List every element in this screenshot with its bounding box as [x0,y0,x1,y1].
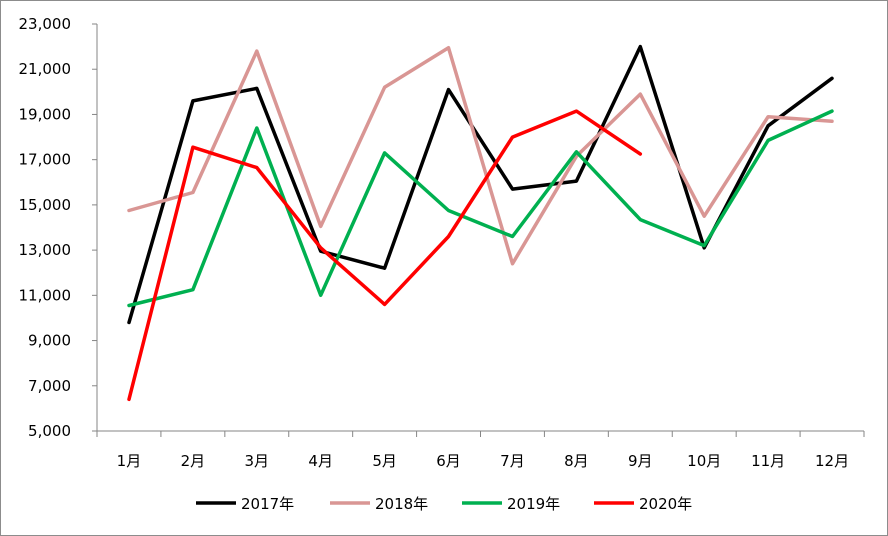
chart-axes: 5,000 7,000 9,000 11,000 13,000 15,000 17,000 1… [19,15,865,470]
x-tick-label: 1月 [117,452,142,470]
y-tick-label: 11,000 [19,286,72,304]
y-tick-label: 15,000 [19,196,72,214]
legend-label: 2019年 [507,495,560,513]
y-tick-label: 7,000 [28,377,71,395]
y-tick-label: 9,000 [28,332,71,350]
series-line-3 [127,109,834,308]
legend-label: 2017年 [241,495,294,513]
y-tick-label: 19,000 [19,105,72,123]
x-tick-label: 5月 [372,452,397,470]
x-tick-label: 11月 [751,452,785,470]
x-tick-label: 10月 [687,452,721,470]
x-tick-label: 8月 [564,452,589,470]
x-tick-label: 6月 [436,452,461,470]
x-tick-label: 2月 [181,452,206,470]
series-line-4 [127,109,643,402]
y-tick-label: 13,000 [19,241,72,259]
legend-label: 2020年 [639,495,692,513]
y-tick-label: 23,000 [19,15,72,33]
y-tick-label: 5,000 [28,422,71,440]
legend-label: 2018年 [375,495,428,513]
series-line-2 [127,45,834,266]
series-layer [127,44,834,402]
x-tick-label: 12月 [815,452,849,470]
x-tick-label: 7月 [500,452,525,470]
y-tick-label: 17,000 [19,151,72,169]
x-tick-label: 9月 [628,452,653,470]
chart-legend: 2017年 2018年 2019年 2020年 [196,495,692,513]
y-tick-label: 21,000 [19,60,72,78]
x-tick-label: 3月 [245,452,270,470]
x-tick-label: 4月 [308,452,333,470]
